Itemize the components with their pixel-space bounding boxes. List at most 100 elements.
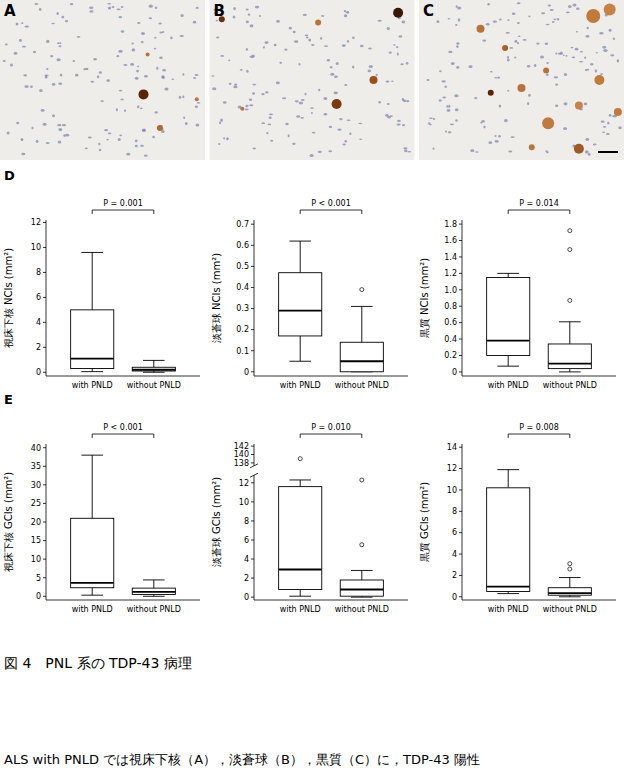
nucleus — [57, 42, 59, 44]
y-tick-label: 2 — [452, 571, 457, 580]
box — [279, 273, 322, 336]
nucleus — [389, 52, 392, 54]
nucleus — [584, 103, 588, 106]
nucleus — [35, 3, 39, 5]
box — [71, 310, 114, 369]
nucleus — [321, 15, 324, 17]
nucleus — [41, 109, 45, 112]
x-tick-label: without PNLD — [335, 381, 389, 390]
nucleus — [16, 22, 19, 25]
box — [132, 367, 175, 371]
nucleus — [534, 64, 537, 67]
nucleus — [119, 90, 123, 92]
inclusion — [139, 89, 149, 99]
nucleus — [141, 41, 144, 43]
y-tick-label: 35 — [31, 462, 41, 471]
nucleus — [249, 104, 253, 106]
y-tick-label: 0 — [244, 593, 249, 602]
nucleus — [154, 48, 156, 50]
nucleus — [84, 68, 88, 70]
nucleus — [346, 11, 349, 14]
nucleus — [234, 84, 237, 86]
nucleus — [57, 58, 61, 61]
inclusion — [542, 117, 554, 129]
inclusion — [370, 76, 378, 84]
y-axis — [462, 220, 463, 376]
upper-whisker — [361, 570, 362, 580]
nucleus — [483, 126, 485, 129]
nucleus — [70, 3, 73, 5]
box — [340, 342, 383, 372]
nucleus — [514, 57, 516, 59]
nucleus — [106, 139, 108, 141]
nucleus — [144, 75, 148, 78]
axis-break — [250, 464, 258, 468]
p-value: P = 0.014 — [519, 199, 559, 208]
median — [71, 582, 114, 584]
inclusion — [614, 108, 622, 116]
marks — [71, 455, 176, 596]
nucleus — [33, 51, 36, 53]
nucleus — [112, 6, 115, 8]
nucleus — [429, 118, 433, 120]
p-value: P = 0.008 — [519, 423, 559, 432]
x-axis — [46, 600, 200, 601]
median — [279, 310, 322, 312]
nucleus — [89, 10, 93, 12]
nucleus — [512, 13, 516, 16]
nucleus — [378, 101, 381, 104]
nucleus — [108, 6, 111, 9]
nucleus — [536, 43, 539, 45]
y-tick — [251, 539, 254, 540]
nucleus — [269, 117, 272, 119]
inclusion — [315, 19, 321, 25]
nucleus — [116, 108, 118, 111]
caption-title: 図 4 PNL 系の TDP-43 病理 — [4, 655, 192, 671]
nucleus — [126, 153, 130, 156]
nucleus — [507, 90, 509, 92]
y-tick-label: 0.1 — [236, 347, 249, 356]
nucleus — [268, 124, 272, 126]
y-tick-label: 10 — [31, 555, 41, 564]
nucleus — [493, 21, 497, 23]
p-value: P < 0.001 — [103, 423, 143, 432]
outlier — [568, 229, 572, 233]
y-axis — [462, 444, 463, 600]
whisker-cap — [289, 241, 311, 242]
nucleus — [75, 74, 78, 77]
y-tick-label: 8 — [36, 268, 41, 277]
nucleus — [436, 20, 439, 23]
nucleus — [344, 10, 346, 12]
panel-letter: E — [4, 392, 13, 407]
nucleus — [86, 68, 88, 70]
nucleus — [439, 99, 442, 102]
x-tick-label: with PNLD — [280, 605, 321, 614]
nucleus — [179, 96, 182, 99]
nucleus — [486, 23, 490, 26]
nucleus — [527, 102, 529, 105]
y-tick — [251, 350, 254, 351]
nucleus — [433, 147, 435, 149]
nucleus — [288, 134, 290, 137]
nucleus — [296, 115, 300, 117]
nucleus — [121, 6, 124, 8]
box — [548, 588, 591, 595]
nucleus — [43, 123, 47, 126]
nucleus — [603, 49, 607, 52]
nucleus — [555, 83, 558, 85]
whisker-cap — [143, 579, 165, 580]
nucleus — [359, 139, 362, 141]
nucleus — [276, 82, 280, 85]
nucleus — [391, 81, 394, 83]
y-tick — [251, 371, 254, 372]
nucleus — [545, 150, 547, 152]
nucleus — [118, 138, 121, 141]
nucleus — [328, 150, 332, 152]
nucleus — [58, 83, 62, 85]
whisker-cap — [81, 455, 103, 456]
upper-whisker — [300, 241, 301, 273]
nucleus — [507, 56, 509, 59]
nucleus — [164, 87, 168, 90]
nucleus — [142, 129, 146, 132]
nucleus — [246, 70, 248, 73]
